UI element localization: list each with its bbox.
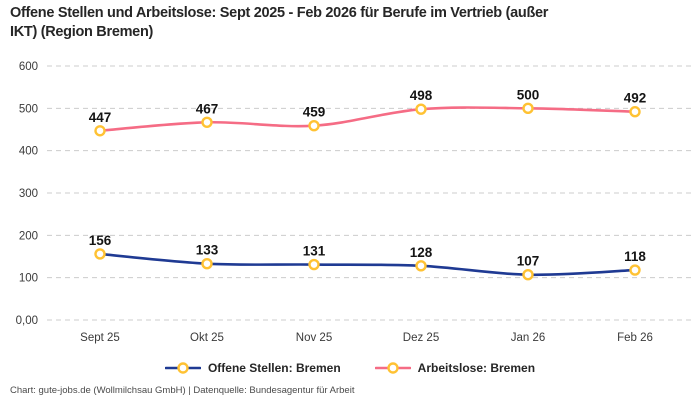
data-point-label: 500	[517, 87, 540, 102]
data-point-marker[interactable]	[522, 269, 534, 281]
data-point-label: 492	[624, 91, 647, 106]
data-point-label: 131	[303, 244, 326, 259]
chart-title: Offene Stellen und Arbeitslose: Sept 202…	[10, 4, 696, 42]
data-point-marker[interactable]	[522, 102, 534, 115]
legend-line-marker-blue-icon	[164, 362, 201, 374]
data-point-marker[interactable]	[201, 116, 213, 129]
data-point-label: 498	[410, 88, 433, 103]
x-axis-tick-label: Dez 25	[403, 332, 439, 344]
y-axis-tick-label: 400	[19, 146, 38, 158]
data-point-marker[interactable]	[415, 103, 427, 115]
x-axis-tick-label: Feb 26	[617, 332, 653, 344]
data-point-label: 467	[196, 101, 219, 116]
y-axis-tick-label: 500	[19, 103, 38, 115]
legend-label-offene-stellen: Offene Stellen: Bremen	[207, 361, 341, 375]
x-axis-tick-label: Sept 25	[80, 332, 120, 344]
data-point-marker[interactable]	[94, 125, 106, 137]
data-point-label: 459	[303, 105, 326, 120]
data-point-label: 156	[89, 233, 112, 248]
chart-title-line-1: Offene Stellen und Arbeitslose: Sept 202…	[10, 5, 549, 21]
chart-title-line-2: IKT) (Region Bremen)	[10, 24, 154, 41]
legend-line-marker-pink-icon	[374, 362, 411, 374]
data-point-label: 133	[196, 243, 219, 258]
data-point-marker[interactable]	[94, 248, 106, 260]
data-point-marker[interactable]	[308, 119, 320, 132]
y-axis-tick-label: 300	[19, 188, 38, 200]
data-point-marker[interactable]	[629, 106, 641, 118]
x-axis-tick-label: Nov 25	[296, 332, 332, 344]
series-line-0	[98, 252, 637, 277]
data-point-label: 118	[624, 249, 646, 264]
y-axis-tick-label: 0,00	[16, 315, 38, 327]
y-axis-tick-label: 100	[19, 273, 38, 285]
attribution-text: Chart: gute-jobs.de (Wollmilchsau GmbH) …	[10, 385, 355, 396]
y-axis-tick-label: 600	[19, 61, 38, 73]
legend-item-offene-stellen[interactable]: Offene Stellen: Bremen	[164, 361, 341, 375]
series-line-1	[98, 106, 637, 133]
x-axis-tick-label: Jan 26	[511, 332, 546, 344]
legend-label-arbeitslose: Arbeitslose: Bremen	[417, 361, 536, 375]
chart-legend: Offene Stellen: Bremen Arbeitslose: Brem…	[0, 360, 700, 376]
x-axis-tick-label: Okt 25	[190, 332, 224, 344]
data-point-marker[interactable]	[629, 264, 641, 276]
legend-item-arbeitslose[interactable]: Arbeitslose: Bremen	[374, 361, 536, 375]
data-point-marker[interactable]	[415, 260, 427, 272]
data-point-label: 447	[89, 110, 112, 125]
data-point-label: 107	[517, 254, 540, 269]
data-point-label: 128	[410, 245, 433, 260]
line-chart-plot: 0,00 100 200 300 400 500 600 Sept 25 Okt 25 Nov 2…	[16, 61, 691, 344]
data-point-marker[interactable]	[201, 257, 213, 270]
y-axis-tick-label: 200	[19, 230, 38, 242]
data-point-marker[interactable]	[308, 258, 320, 271]
